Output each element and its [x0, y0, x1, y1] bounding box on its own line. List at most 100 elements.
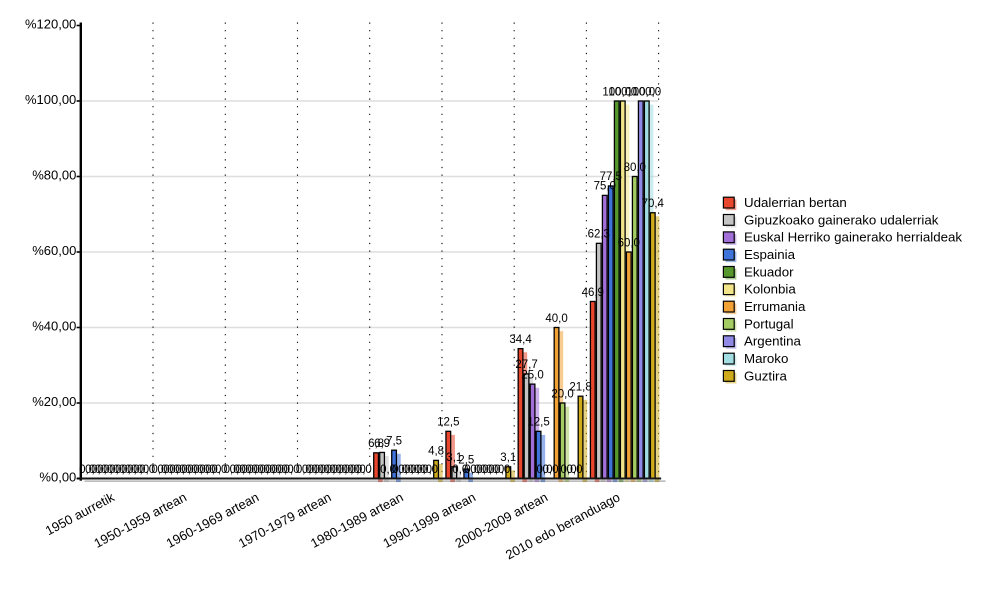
- svg-text:25,0: 25,0: [521, 369, 543, 381]
- svg-text:0,0: 0,0: [242, 464, 258, 476]
- svg-text:12,5: 12,5: [437, 417, 459, 429]
- svg-text:0,0: 0,0: [308, 464, 324, 476]
- svg-text:%80,00: %80,00: [32, 168, 76, 183]
- svg-text:0,0: 0,0: [85, 464, 101, 476]
- svg-text:0,0: 0,0: [248, 464, 264, 476]
- svg-text:0,0: 0,0: [464, 464, 480, 476]
- svg-text:0,0: 0,0: [224, 464, 240, 476]
- svg-text:0,0: 0,0: [416, 464, 432, 476]
- svg-text:0,0: 0,0: [236, 464, 252, 476]
- svg-text:0,0: 0,0: [476, 464, 492, 476]
- svg-text:0,0: 0,0: [91, 464, 107, 476]
- svg-text:21,8: 21,8: [569, 382, 591, 394]
- svg-text:40,0: 40,0: [545, 313, 567, 325]
- svg-text:0,0: 0,0: [175, 464, 191, 476]
- svg-text:%40,00: %40,00: [32, 319, 76, 334]
- svg-text:0,0: 0,0: [139, 464, 155, 476]
- svg-text:%0,00: %0,00: [39, 470, 76, 485]
- svg-text:0,0: 0,0: [115, 464, 131, 476]
- svg-text:0,0: 0,0: [344, 464, 360, 476]
- svg-text:Ekuador: Ekuador: [744, 264, 794, 279]
- svg-text:0,0: 0,0: [133, 464, 149, 476]
- svg-text:Gipuzkoako gainerako udalerria: Gipuzkoako gainerako udalerriak: [744, 212, 939, 227]
- svg-text:62,3: 62,3: [588, 229, 610, 241]
- svg-text:0,0: 0,0: [422, 464, 438, 476]
- svg-text:0,0: 0,0: [254, 464, 270, 476]
- svg-text:Maroko: Maroko: [744, 351, 788, 366]
- svg-text:0,0: 0,0: [332, 464, 348, 476]
- svg-text:Espainia: Espainia: [744, 247, 796, 262]
- svg-text:0,0: 0,0: [452, 464, 468, 476]
- svg-text:%120,00: %120,00: [25, 17, 76, 32]
- svg-text:Errumania: Errumania: [744, 299, 806, 314]
- svg-text:0,0: 0,0: [103, 464, 119, 476]
- svg-text:Kolonbia: Kolonbia: [744, 282, 796, 297]
- svg-text:0,0: 0,0: [151, 464, 167, 476]
- svg-text:0,0: 0,0: [392, 464, 408, 476]
- svg-text:0,0: 0,0: [537, 464, 553, 476]
- svg-text:100,0: 100,0: [602, 86, 631, 98]
- svg-text:0,0: 0,0: [314, 464, 330, 476]
- svg-text:46,9: 46,9: [582, 287, 604, 299]
- svg-text:Euskal Herriko gainerako herri: Euskal Herriko gainerako herrialdeak: [744, 230, 962, 245]
- svg-text:0,0: 0,0: [181, 464, 197, 476]
- svg-text:0,0: 0,0: [205, 464, 221, 476]
- svg-text:0,0: 0,0: [296, 464, 312, 476]
- svg-text:77,5: 77,5: [600, 171, 622, 183]
- svg-text:0,0: 0,0: [199, 464, 215, 476]
- svg-text:2,5: 2,5: [458, 454, 474, 466]
- svg-text:0,0: 0,0: [272, 464, 288, 476]
- svg-text:0,0: 0,0: [79, 464, 95, 476]
- svg-text:20,0: 20,0: [551, 388, 573, 400]
- svg-text:%100,00: %100,00: [25, 92, 76, 107]
- svg-text:0,0: 0,0: [356, 464, 372, 476]
- svg-text:0,0: 0,0: [109, 464, 125, 476]
- svg-text:0,0: 0,0: [561, 464, 577, 476]
- svg-text:0,0: 0,0: [187, 464, 203, 476]
- svg-text:0,0: 0,0: [482, 464, 498, 476]
- svg-text:Udalerrian bertan: Udalerrian bertan: [744, 195, 847, 210]
- svg-text:0,0: 0,0: [543, 464, 559, 476]
- svg-text:60,0: 60,0: [618, 237, 640, 249]
- svg-text:Argentina: Argentina: [744, 334, 802, 349]
- svg-text:Guztira: Guztira: [744, 368, 787, 383]
- svg-text:%60,00: %60,00: [32, 243, 76, 258]
- svg-text:0,0: 0,0: [350, 464, 366, 476]
- svg-text:0,0: 0,0: [567, 464, 583, 476]
- svg-text:0,0: 0,0: [211, 464, 227, 476]
- svg-text:100,0: 100,0: [608, 86, 637, 98]
- svg-text:0,0: 0,0: [193, 464, 209, 476]
- svg-text:0,0: 0,0: [320, 464, 336, 476]
- svg-text:0,0: 0,0: [97, 464, 113, 476]
- svg-text:0,0: 0,0: [230, 464, 246, 476]
- svg-text:0,0: 0,0: [169, 464, 185, 476]
- svg-text:0,0: 0,0: [163, 464, 179, 476]
- svg-text:0,0: 0,0: [278, 464, 294, 476]
- svg-text:34,4: 34,4: [509, 334, 532, 346]
- svg-text:0,0: 0,0: [127, 464, 143, 476]
- svg-text:0,0: 0,0: [410, 464, 426, 476]
- svg-text:0,0: 0,0: [398, 464, 414, 476]
- svg-text:0,0: 0,0: [266, 464, 282, 476]
- svg-text:0,0: 0,0: [470, 464, 486, 476]
- svg-text:27,7: 27,7: [515, 359, 537, 371]
- svg-text:75,0: 75,0: [594, 181, 616, 193]
- svg-text:12,5: 12,5: [527, 417, 549, 429]
- svg-text:100,0: 100,0: [632, 86, 661, 98]
- svg-text:70,4: 70,4: [642, 198, 665, 210]
- svg-text:6,9: 6,9: [374, 438, 390, 450]
- svg-text:80,0: 80,0: [624, 162, 646, 174]
- svg-text:3,1: 3,1: [446, 452, 462, 464]
- svg-text:0,0: 0,0: [302, 464, 318, 476]
- svg-text:0,0: 0,0: [121, 464, 137, 476]
- svg-text:0,0: 0,0: [338, 464, 354, 476]
- svg-text:0,0: 0,0: [494, 464, 510, 476]
- svg-text:0,0: 0,0: [488, 464, 504, 476]
- svg-text:Portugal: Portugal: [744, 316, 794, 331]
- svg-text:100,0: 100,0: [626, 86, 655, 98]
- svg-text:0,0: 0,0: [260, 464, 276, 476]
- svg-text:7,5: 7,5: [386, 435, 402, 447]
- svg-text:0,0: 0,0: [326, 464, 342, 476]
- svg-text:0,0: 0,0: [380, 464, 396, 476]
- svg-text:0,0: 0,0: [404, 464, 420, 476]
